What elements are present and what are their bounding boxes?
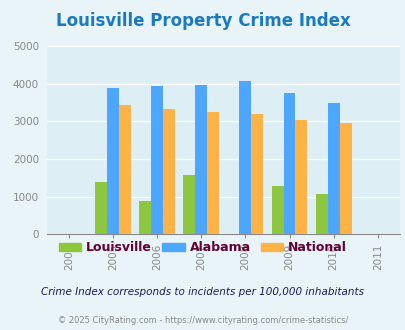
Bar [295, 120, 307, 234]
Bar [139, 201, 151, 234]
Bar [207, 113, 219, 234]
Bar [95, 182, 107, 234]
Bar [239, 81, 251, 234]
Bar [107, 87, 119, 234]
Legend: Louisville, Alabama, National: Louisville, Alabama, National [54, 236, 351, 259]
Bar [119, 105, 130, 234]
Text: Crime Index corresponds to incidents per 100,000 inhabitants: Crime Index corresponds to incidents per… [41, 287, 364, 297]
Text: Louisville Property Crime Index: Louisville Property Crime Index [55, 13, 350, 30]
Bar [283, 93, 295, 234]
Bar [251, 114, 262, 234]
Bar [163, 109, 175, 234]
Bar [195, 85, 207, 234]
Bar [327, 103, 339, 234]
Bar [339, 123, 351, 234]
Bar [183, 175, 195, 234]
Bar [315, 194, 327, 234]
Bar [271, 186, 283, 234]
Text: © 2025 CityRating.com - https://www.cityrating.com/crime-statistics/: © 2025 CityRating.com - https://www.city… [58, 315, 347, 325]
Bar [151, 86, 163, 234]
